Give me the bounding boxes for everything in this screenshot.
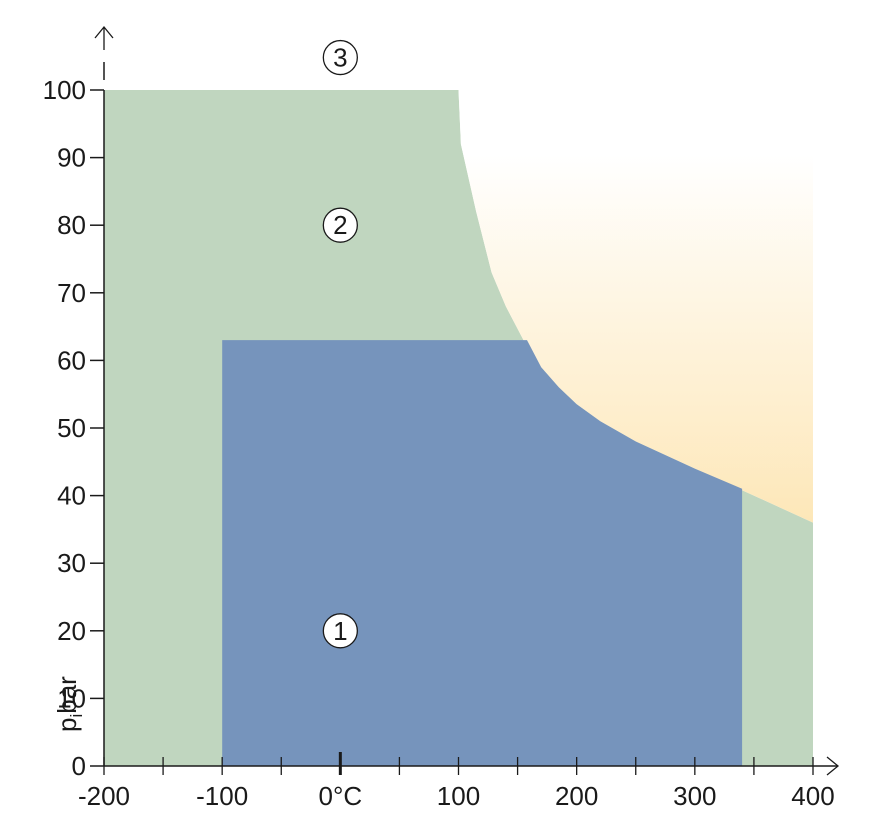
y-tick-label: 50 [57, 413, 86, 443]
y-tick-label: 100 [43, 75, 86, 105]
x-tick-label: -100 [196, 781, 248, 811]
region-marker-label: 3 [333, 43, 347, 73]
region-3-area [458, 90, 813, 523]
region-marker-3: 3 [322, 39, 358, 76]
y-axis-arrow-icon [94, 25, 114, 50]
region-1-area [222, 340, 743, 766]
region-marker-label: 2 [333, 210, 347, 240]
plot-regions [104, 90, 813, 766]
y-axis-ticks: 0 10 20 30 40 50 60 70 80 90 100 [43, 75, 104, 781]
region-markers: 3 2 1 [322, 39, 358, 649]
y-tick-label: 40 [57, 481, 86, 511]
y-axis-label-subscript: i [67, 714, 86, 718]
y-tick-label: 60 [57, 345, 86, 375]
y-tick-label: 10 [57, 683, 86, 713]
y-tick-label: 80 [57, 210, 86, 240]
y-tick-label: 30 [57, 548, 86, 578]
x-tick-label: 0°C [319, 781, 363, 811]
region-marker-1: 1 [322, 613, 358, 649]
y-axis-label-unit: bar [52, 676, 82, 714]
x-tick-label: 200 [555, 781, 598, 811]
region-marker-circle [322, 39, 358, 76]
y-axis-label: pibar [52, 676, 86, 732]
y-tick-label: 20 [57, 616, 86, 646]
region-marker-circle [322, 613, 358, 649]
region-marker-circle [322, 207, 358, 243]
region-marker-label: 1 [333, 616, 347, 646]
y-tick-label: 70 [57, 278, 86, 308]
region-marker-2: 2 [322, 207, 358, 243]
x-tick-label: 300 [673, 781, 716, 811]
x-tick-label: 400 [791, 781, 834, 811]
y-tick-label: 0 [72, 751, 86, 781]
x-axis-arrow-icon [826, 756, 840, 776]
y-axis-label-symbol: p [52, 718, 82, 732]
x-axis-ticks: -200 -100 0°C 100 200 300 400 [78, 752, 835, 811]
x-tick-label: -200 [78, 781, 130, 811]
x-tick-label: 100 [437, 781, 480, 811]
y-tick-label: 90 [57, 143, 86, 173]
